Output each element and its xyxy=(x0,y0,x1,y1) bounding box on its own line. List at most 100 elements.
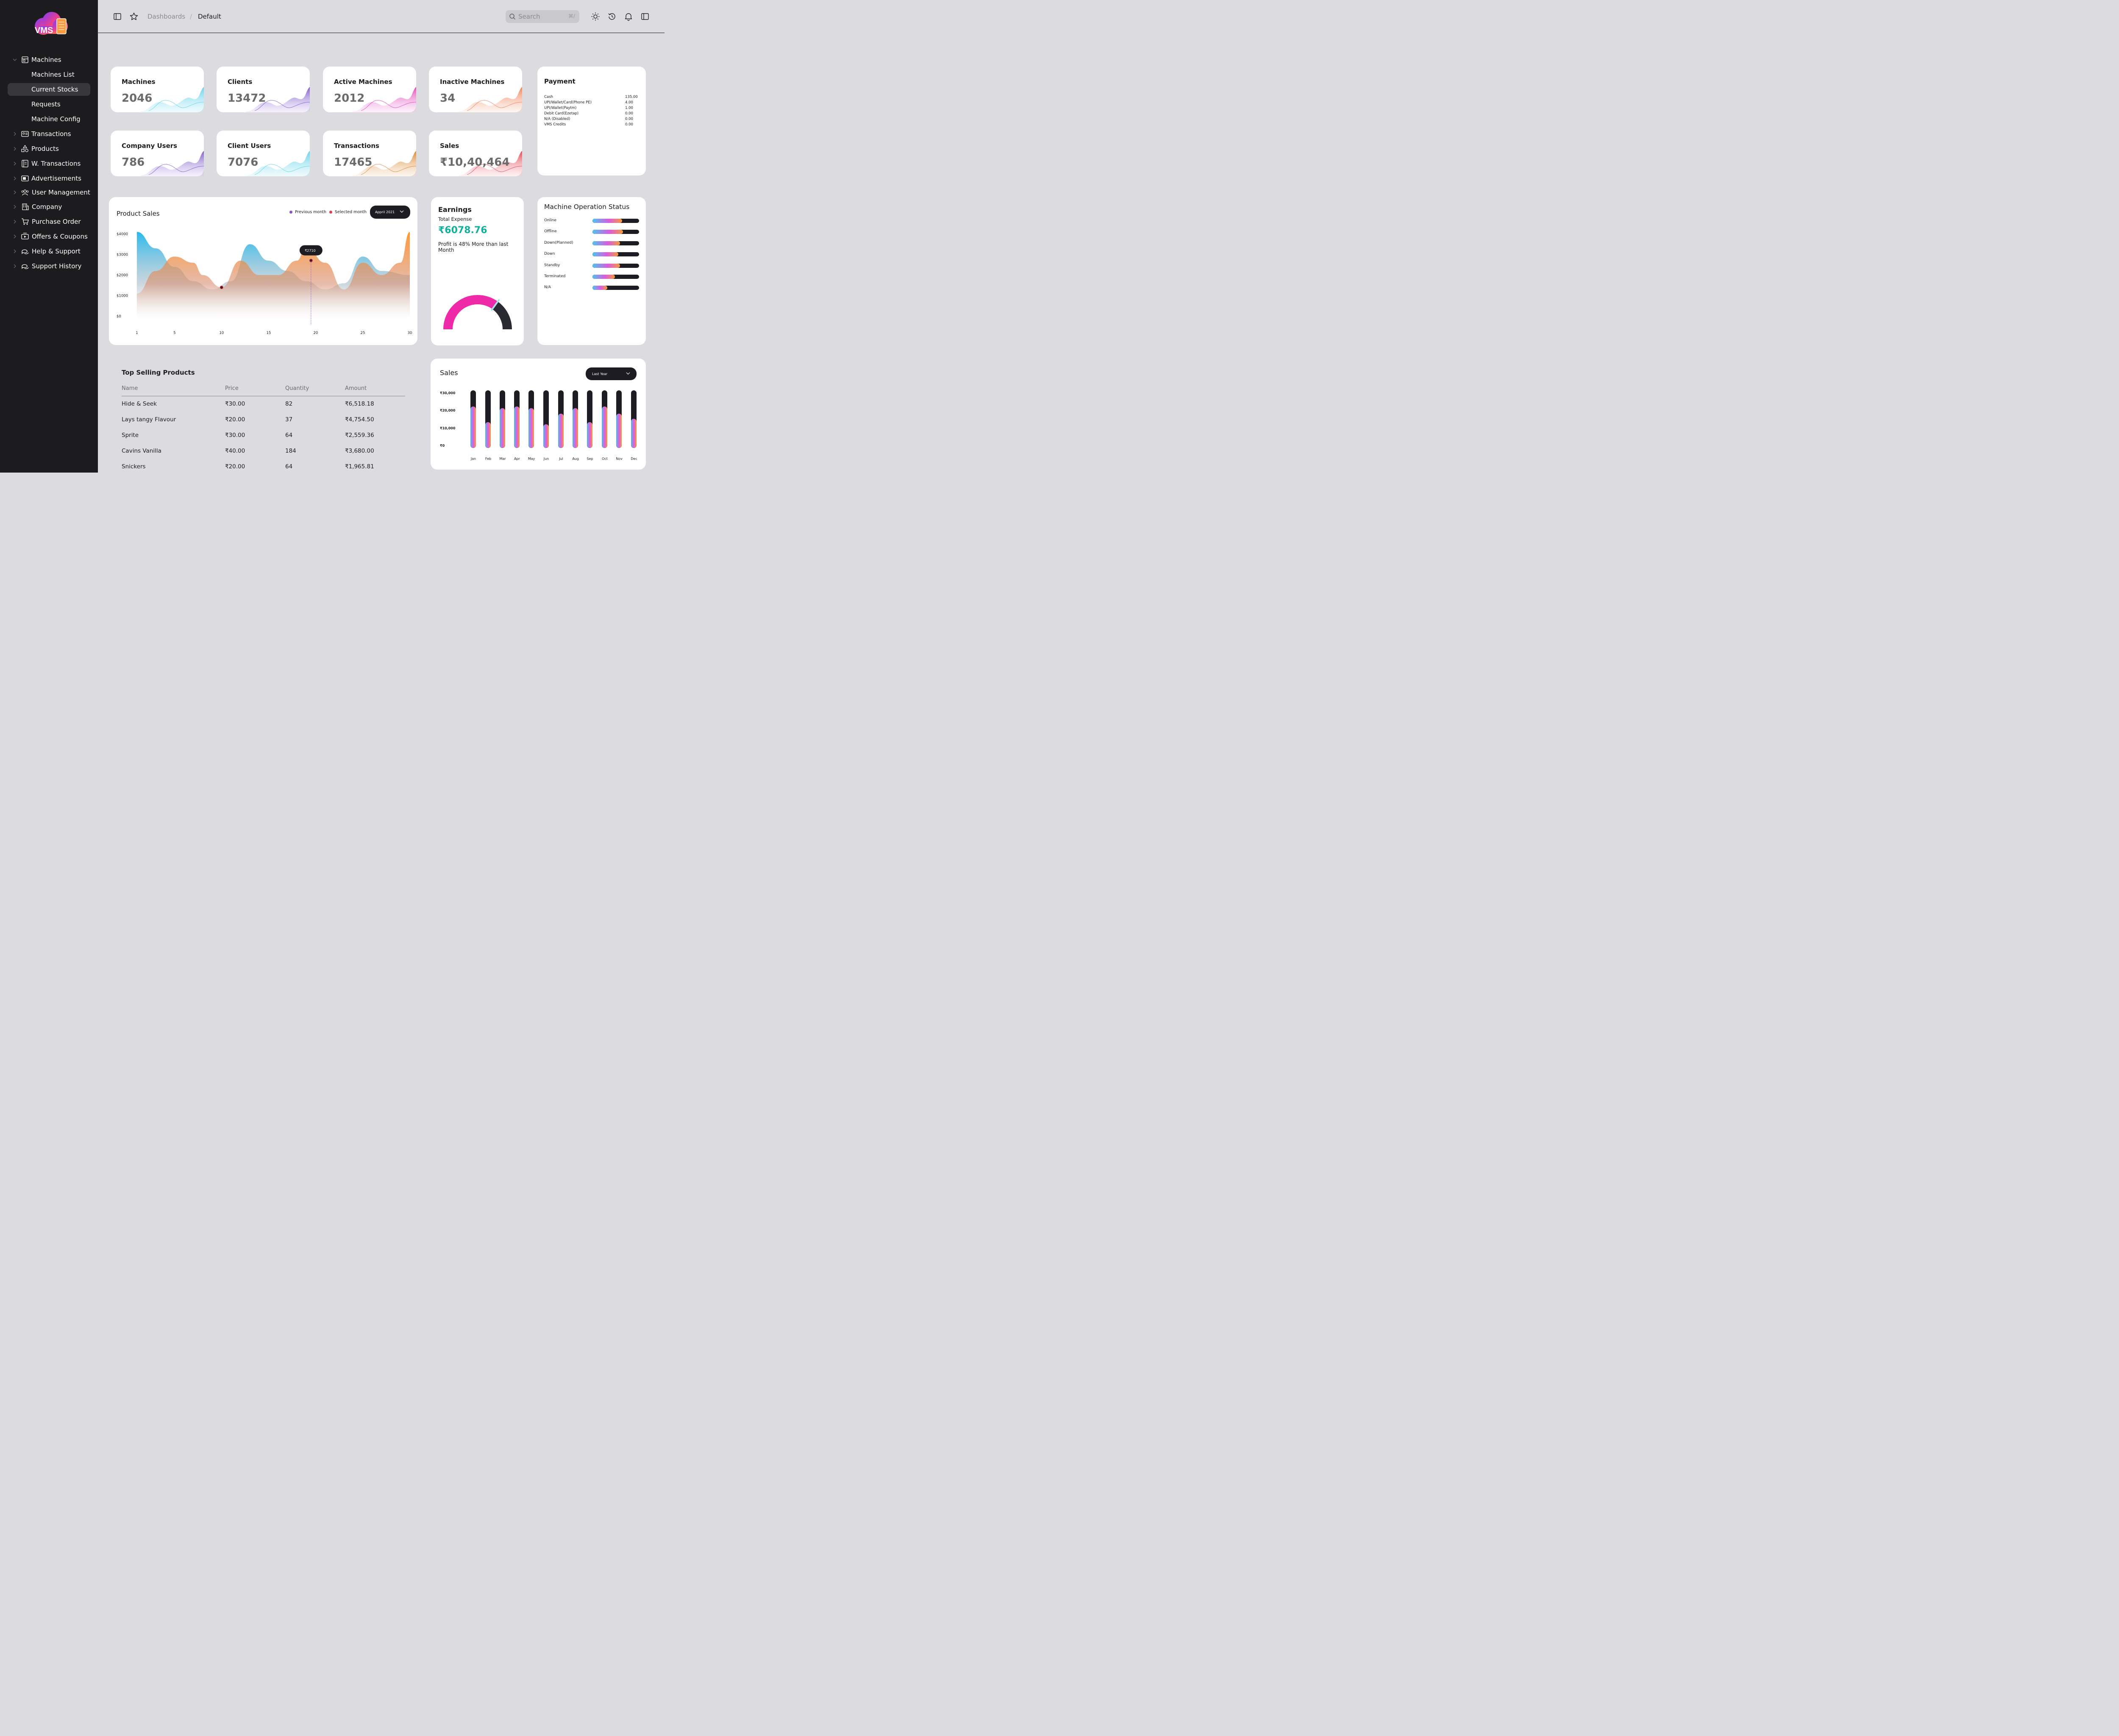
sidebar-item-transactions[interactable]: Transactions xyxy=(0,128,98,140)
gauge-fill xyxy=(443,295,498,329)
breadcrumb-default: Default xyxy=(198,13,221,20)
month-dropdown[interactable]: Appril 2021 xyxy=(370,206,410,219)
breadcrumb-dashboards[interactable]: Dashboards xyxy=(147,13,186,20)
sales-bar-track[interactable] xyxy=(500,390,505,448)
search-shortcut: ⌘/ xyxy=(568,13,575,19)
sales-bar xyxy=(500,408,505,448)
data-point-marker[interactable] xyxy=(309,259,313,262)
sales-bar-track[interactable] xyxy=(558,390,564,448)
sales-bar xyxy=(485,422,491,448)
sidebar-item-advertisements[interactable]: Advertisements xyxy=(0,172,98,185)
column-header-quantity[interactable]: Quantity xyxy=(285,385,309,392)
sales-bar-track[interactable] xyxy=(485,390,491,448)
stat-card[interactable]: Machines 2046 xyxy=(111,67,204,112)
sales-bar-track[interactable] xyxy=(470,390,476,448)
value-tooltip: ₹2710 xyxy=(299,245,323,256)
data-point-marker[interactable] xyxy=(220,286,223,289)
payment-method: UPI/Wallet/Card(Phone PE) xyxy=(544,100,592,105)
sales-title: Sales xyxy=(440,369,458,377)
star-icon[interactable] xyxy=(129,12,139,21)
sales-bar-track[interactable] xyxy=(616,390,622,448)
machine-status-card: Machine Operation Status Online Offline Do… xyxy=(537,197,646,345)
chat-icon xyxy=(21,247,29,256)
column-header-price[interactable]: Price xyxy=(225,385,239,392)
sidebar-item-machines[interactable]: Machines xyxy=(0,53,98,66)
sidebar-item-label: Advertisements xyxy=(31,175,81,182)
panel-toggle-icon[interactable] xyxy=(640,12,650,21)
stat-card[interactable]: Company Users 786 xyxy=(111,131,204,176)
sidebar-item-purchase-order[interactable]: Purchase Order xyxy=(0,215,98,228)
table-cell-name: Hide & Seek xyxy=(122,401,157,407)
sales-bar-track[interactable] xyxy=(587,390,592,448)
status-bar-fill xyxy=(592,241,620,245)
table-cell-name: Cavins Vanilla xyxy=(122,448,161,454)
table-cell-qty: 184 xyxy=(285,448,296,454)
stat-sparkline xyxy=(140,151,204,176)
stat-title: Company Users xyxy=(122,142,178,150)
sidebar-item-label: Transactions xyxy=(31,130,71,138)
sales-bar-track[interactable] xyxy=(602,390,607,448)
stat-card[interactable]: Active Machines 2012 xyxy=(323,67,416,112)
stat-card[interactable]: Sales ₹10,40,464 xyxy=(429,131,522,176)
sidebar-item-requests[interactable]: Requests xyxy=(0,98,98,111)
table-cell-qty: 64 xyxy=(285,432,293,439)
sidebar-item-label: Company xyxy=(32,203,62,211)
sidebar-item-help-support[interactable]: Help & Support xyxy=(0,245,98,258)
sidebar-item-user-management[interactable]: User Management xyxy=(0,186,98,199)
stat-card[interactable]: Clients 13472 xyxy=(217,67,310,112)
sales-bar-track[interactable] xyxy=(543,390,549,448)
sidebar-toggle-icon[interactable] xyxy=(113,12,122,21)
sidebar-item-label: Purchase Order xyxy=(32,218,81,225)
bell-icon[interactable] xyxy=(624,12,633,21)
stat-value: 786 xyxy=(122,156,145,169)
sales-bar-track[interactable] xyxy=(528,390,534,448)
stat-sparkline xyxy=(353,151,416,176)
x-tick-label: 10 xyxy=(219,331,224,335)
ticket-icon xyxy=(21,232,29,241)
period-dropdown[interactable]: Last Year xyxy=(586,367,637,380)
stat-value: 17465 xyxy=(334,156,373,169)
sidebar-item-label: W. Transactions xyxy=(31,160,81,167)
sidebar-item-support-history[interactable]: Support History xyxy=(0,260,98,273)
table-cell-amount: ₹3,680.00 xyxy=(345,448,374,454)
payment-method: VMS Credits xyxy=(544,122,566,127)
chevron-right-icon xyxy=(13,190,17,195)
x-tick-label: 20 xyxy=(314,331,318,335)
history-icon[interactable] xyxy=(607,12,617,21)
stat-sparkline xyxy=(246,87,310,112)
status-label: Offline xyxy=(544,229,557,234)
sidebar-item-machine-config[interactable]: Machine Config xyxy=(0,113,98,125)
y-tick-label: $2000 xyxy=(117,273,128,278)
column-header-amount[interactable]: Amount xyxy=(345,385,367,392)
sales-bar-track[interactable] xyxy=(514,390,520,448)
sidebar-item-company[interactable]: Company xyxy=(0,200,98,213)
sun-icon[interactable] xyxy=(591,12,600,21)
column-header-name[interactable]: Name xyxy=(122,385,138,392)
sales-bar-track[interactable] xyxy=(573,390,578,448)
sidebar-item-machines-list[interactable]: Machines List xyxy=(0,68,98,81)
status-label: Terminated xyxy=(544,274,566,278)
legend-dot xyxy=(329,211,332,214)
sales-bar xyxy=(543,424,549,448)
area-series-selected-month xyxy=(137,232,410,319)
legend-previous-month: Previous month xyxy=(289,210,326,214)
sidebar-item-w-transactions[interactable]: W. Transactions xyxy=(0,157,98,170)
sidebar-item-offers-coupons[interactable]: Offers & Coupons xyxy=(0,230,98,243)
sidebar: VMS Machines Machines List Current Stock… xyxy=(0,0,98,473)
sales-bar-track[interactable] xyxy=(631,390,637,448)
stat-sparkline xyxy=(459,87,522,112)
stat-card[interactable]: Client Users 7076 xyxy=(217,131,310,176)
sidebar-item-label: Products xyxy=(31,145,59,153)
x-tick-label: 1 xyxy=(136,331,138,335)
sidebar-item-current-stocks[interactable]: Current Stocks xyxy=(8,83,90,96)
search-input[interactable]: Search ⌘/ xyxy=(506,10,579,23)
table-cell-name: Sprite xyxy=(122,432,139,439)
sidebar-item-products[interactable]: Products xyxy=(0,142,98,155)
status-row: Standby xyxy=(544,263,641,268)
chevron-down-icon xyxy=(399,209,404,214)
stat-sparkline xyxy=(353,87,416,112)
stat-card[interactable]: Transactions 17465 xyxy=(323,131,416,176)
stat-title: Transactions xyxy=(334,142,379,150)
earnings-card: Earnings Total Expense ₹6078.76 Profit i… xyxy=(431,197,524,345)
stat-card[interactable]: Inactive Machines 34 xyxy=(429,67,522,112)
